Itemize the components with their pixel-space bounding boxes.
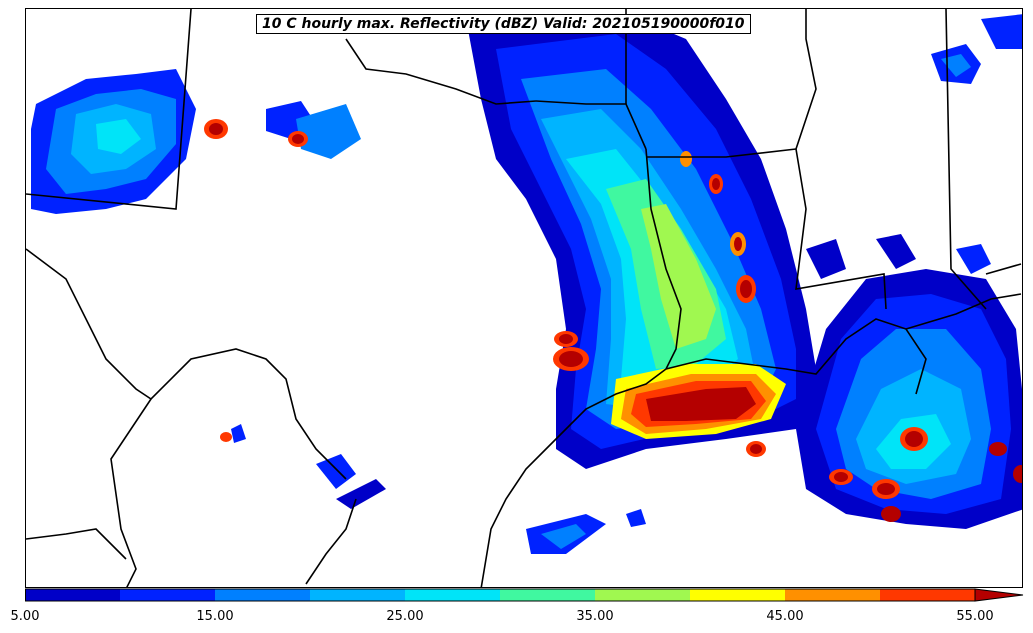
colorbar-segment (785, 589, 880, 601)
colorbar-scale (25, 588, 1024, 602)
map-panel (25, 8, 1023, 588)
colorbar-tick-label: 5.00 (10, 609, 40, 624)
colorbar-segment (215, 589, 310, 601)
colorbar-outline (25, 588, 976, 602)
reflectivity-band-main (466, 14, 826, 469)
reflectivity-cells-northeast (806, 14, 1022, 279)
colorbar-segment (310, 589, 405, 601)
boundary-lines (26, 9, 1022, 587)
colorbar-segment (690, 589, 785, 601)
reflectivity-map (26, 9, 1022, 587)
colorbar-segment (500, 589, 595, 601)
colorbar-tick-label: 25.00 (386, 609, 424, 624)
colorbar-extend-arrow (974, 588, 1024, 602)
colorbar-segment (25, 589, 120, 601)
colorbar-segment (595, 589, 690, 601)
colorbar-tick-label: 35.00 (576, 609, 614, 624)
colorbar (25, 587, 1025, 606)
colorbar-segment (120, 589, 215, 601)
reflectivity-cores-coast (553, 151, 786, 457)
colorbar-segment (405, 589, 500, 601)
reflectivity-cells-west (31, 69, 646, 554)
colorbar-tick-label: 55.00 (956, 609, 994, 624)
reflectivity-band-east (796, 269, 1022, 529)
colorbar-segment (880, 589, 975, 601)
map-title: 10 C hourly max. Reflectivity (dBZ) Vali… (256, 14, 751, 34)
colorbar-tick-label: 45.00 (766, 609, 804, 624)
colorbar-tick-label: 15.00 (196, 609, 234, 624)
